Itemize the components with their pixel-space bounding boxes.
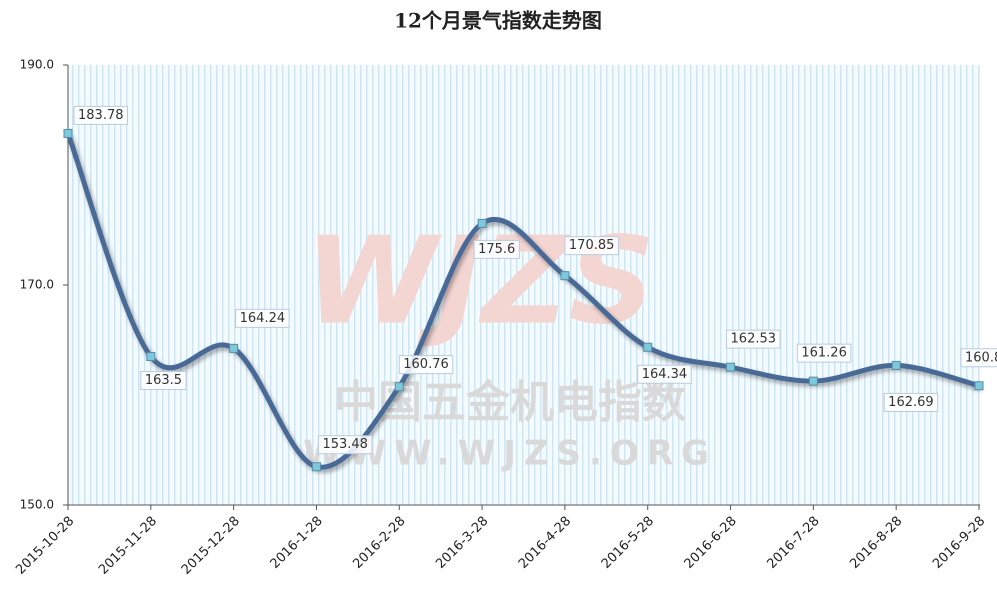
marker xyxy=(63,128,73,138)
marker xyxy=(891,360,901,370)
marker xyxy=(394,382,404,392)
data-label: 162.69 xyxy=(888,395,934,410)
data-label-box xyxy=(473,239,520,259)
x-tick-label: 2016-9-28 xyxy=(930,514,988,572)
data-label-box xyxy=(73,105,128,125)
data-label: 162.53 xyxy=(731,332,777,347)
data-label-box xyxy=(398,355,454,375)
data-label: 153.48 xyxy=(322,437,368,452)
data-label-box xyxy=(564,236,619,256)
data-label: 161.26 xyxy=(801,346,847,361)
x-tick-label: 2016-8-28 xyxy=(847,514,905,572)
watermark: WJZS xyxy=(305,213,655,352)
marker xyxy=(477,218,487,228)
data-label-box xyxy=(235,308,290,328)
data-label-box xyxy=(960,348,997,368)
x-tick-label: 2016-7-28 xyxy=(764,514,822,572)
chart-title: 12个月景气指数走势图 xyxy=(394,9,602,33)
x-tick-label: 2015-10-28 xyxy=(13,514,77,578)
data-label: 164.24 xyxy=(240,311,285,326)
data-label: 170.85 xyxy=(569,238,615,253)
marker xyxy=(311,462,321,472)
data-label: 160.76 xyxy=(403,357,449,372)
data-label-box xyxy=(637,364,692,384)
y-tick-label: 190.0 xyxy=(20,58,54,72)
marker xyxy=(146,352,156,361)
marker xyxy=(643,342,653,352)
x-tick-label: 2016-2-28 xyxy=(350,514,408,572)
x-tick-label: 2016-1-28 xyxy=(268,514,326,572)
data-label: 163.5 xyxy=(145,373,182,388)
plot-area xyxy=(68,65,980,505)
data-label: 164.34 xyxy=(642,367,688,382)
data-label-box xyxy=(883,392,939,412)
x-tick-label: 2016-6-28 xyxy=(682,514,740,572)
data-label-box xyxy=(140,371,187,390)
y-tick-label: 150.0 xyxy=(20,498,54,512)
marker xyxy=(974,381,984,391)
marker xyxy=(560,271,570,281)
watermark: 中国五金机电指数 xyxy=(334,377,686,428)
data-label-box xyxy=(726,329,781,349)
x-tick-label: 2015-11-28 xyxy=(96,514,160,578)
y-tick-label: 170.0 xyxy=(20,278,54,292)
x-tick-label: 2016-3-28 xyxy=(433,514,491,572)
marker xyxy=(808,376,818,386)
x-tick-label: 2016-4-28 xyxy=(516,514,574,572)
data-label-box xyxy=(796,343,852,363)
marker xyxy=(726,362,736,372)
marker xyxy=(229,343,239,353)
x-tick-label: 2016-5-28 xyxy=(599,514,657,572)
data-label-box xyxy=(317,435,373,455)
data-label: 175.6 xyxy=(478,242,515,257)
data-label: 183.78 xyxy=(78,108,124,123)
x-tick-label: 2015-12-28 xyxy=(179,514,243,578)
data-label: 160.84 xyxy=(965,350,997,365)
